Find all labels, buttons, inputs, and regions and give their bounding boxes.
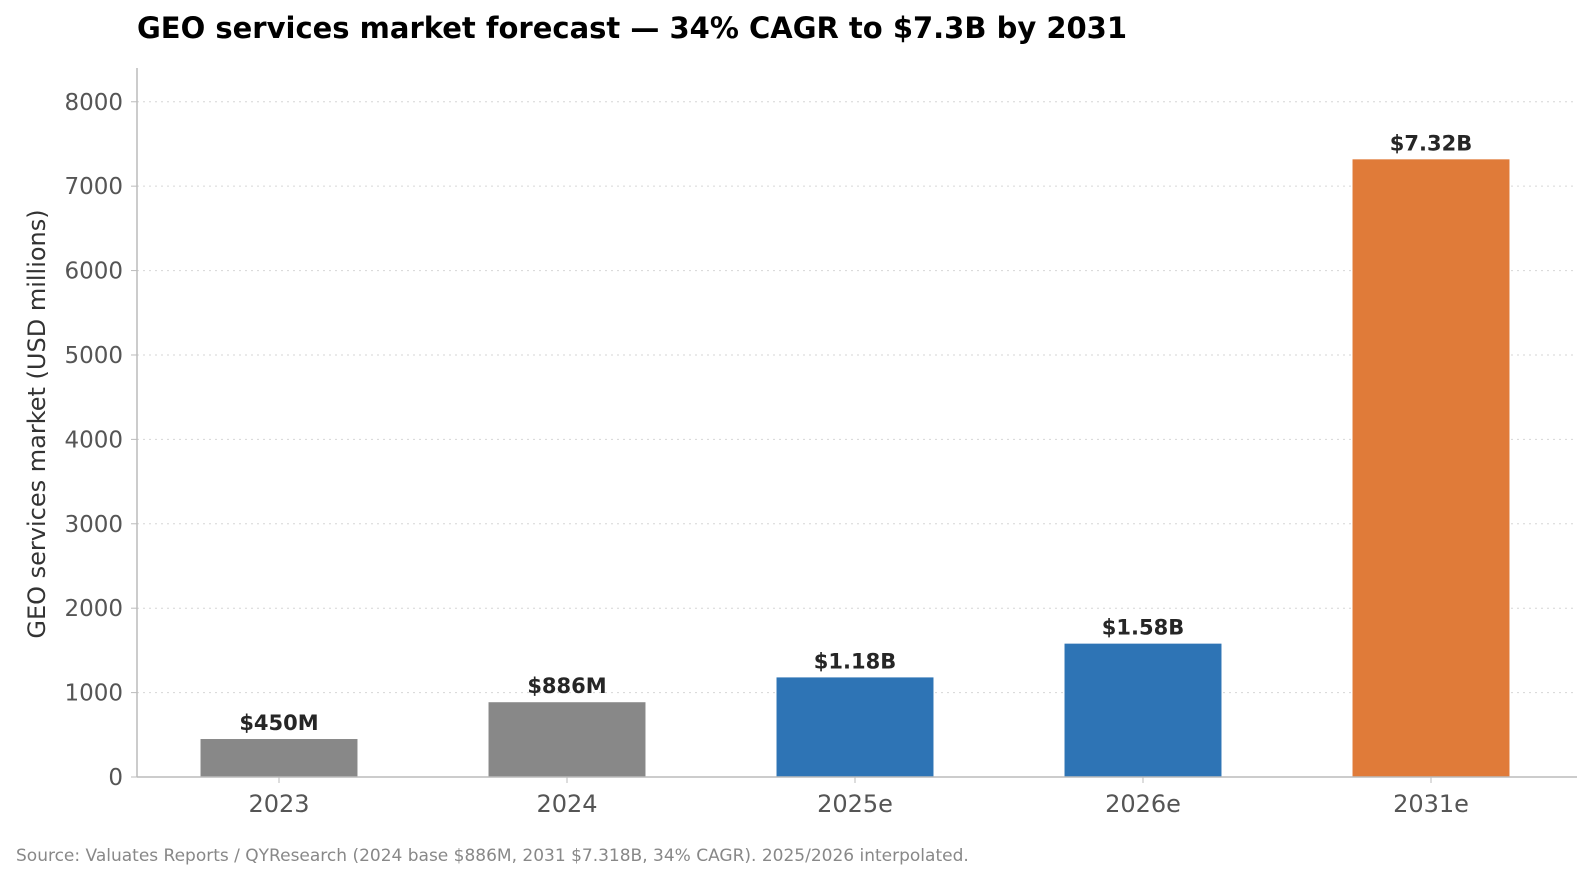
data-labels: $450M $886M $1.18B $1.58B $7.32B <box>239 131 1472 735</box>
data-label-2031e: $7.32B <box>1390 131 1472 155</box>
y-tick-label: 6000 <box>64 259 123 285</box>
bar-2031e <box>1352 159 1510 778</box>
bar-2026e <box>1064 643 1222 777</box>
source-note: Source: Valuates Reports / QYResearch (2… <box>16 846 969 866</box>
y-tick-label: 8000 <box>64 90 123 116</box>
y-tick-label: 5000 <box>64 343 123 369</box>
chart-title: GEO services market forecast — 34% CAGR … <box>137 11 1127 45</box>
x-tick-label: 2024 <box>536 790 597 818</box>
y-tick-label: 3000 <box>64 512 123 538</box>
x-tick-label: 2023 <box>248 790 309 818</box>
bar-2024 <box>488 702 646 777</box>
bars <box>200 159 1510 778</box>
gridlines <box>137 101 1577 694</box>
data-label-2026e: $1.58B <box>1102 616 1184 640</box>
bar-2025e <box>776 677 934 777</box>
y-tick-label: 4000 <box>64 427 123 453</box>
x-tick-label: 2025e <box>817 790 893 818</box>
y-tick-label: 2000 <box>64 596 123 622</box>
y-tick-label: 7000 <box>64 174 123 200</box>
x-tick-label: 2026e <box>1105 790 1181 818</box>
y-tick-label: 0 <box>108 765 123 791</box>
data-label-2025e: $1.18B <box>814 649 896 673</box>
data-label-2024: $886M <box>527 674 606 698</box>
x-tick-label: 2031e <box>1393 790 1469 818</box>
bar-2023 <box>200 739 358 777</box>
y-tick-label: 1000 <box>64 681 123 707</box>
x-axis-ticks: 2023 2024 2025e 2026e 2031e <box>248 777 1469 818</box>
data-label-2023: $450M <box>239 711 318 735</box>
y-axis-ticks: 0 1000 2000 3000 4000 5000 6000 7000 8000 <box>64 90 137 791</box>
y-axis-label: GEO services market (USD millions) <box>23 209 51 638</box>
